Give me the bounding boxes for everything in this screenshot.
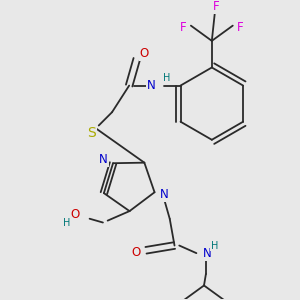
Text: F: F bbox=[213, 0, 220, 13]
Text: N: N bbox=[99, 153, 108, 166]
Text: N: N bbox=[160, 188, 168, 201]
Text: N: N bbox=[147, 79, 156, 92]
Text: O: O bbox=[70, 208, 79, 221]
Text: S: S bbox=[87, 126, 95, 140]
Text: H: H bbox=[163, 73, 170, 83]
Text: O: O bbox=[140, 47, 149, 60]
Text: N: N bbox=[203, 247, 212, 260]
Text: H: H bbox=[63, 218, 70, 227]
Text: O: O bbox=[132, 246, 141, 259]
Text: H: H bbox=[211, 241, 218, 250]
Text: F: F bbox=[237, 21, 244, 34]
Text: F: F bbox=[180, 21, 187, 34]
